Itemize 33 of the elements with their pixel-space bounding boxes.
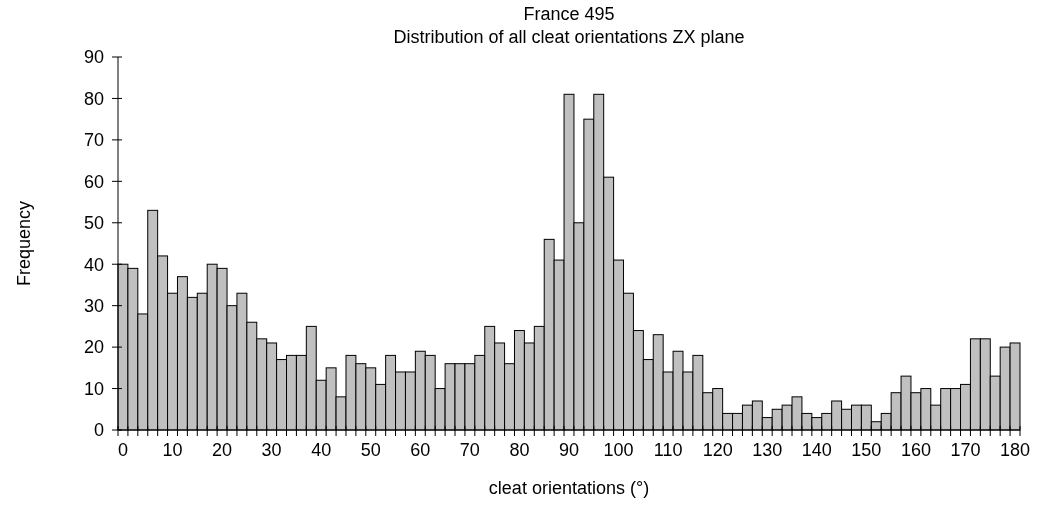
- y-axis-title: Frequency: [14, 200, 34, 287]
- x-tick-label: 130: [752, 440, 783, 460]
- x-tick-label: 140: [801, 440, 832, 460]
- chart-title: France 495: [523, 4, 615, 24]
- x-tick-label: 100: [603, 440, 634, 460]
- y-tick-label: 30: [83, 295, 104, 316]
- x-axis-title: cleat orientations (°): [488, 478, 650, 498]
- x-tick-label: 120: [702, 440, 733, 460]
- chart-subtitle: Distribution of all cleat orientations ZX plane: [393, 27, 745, 47]
- x-tick-label: 110: [653, 440, 683, 460]
- y-tick-label: 20: [83, 337, 104, 358]
- y-tick-label: 80: [83, 88, 104, 109]
- x-tick-label: 160: [900, 440, 931, 460]
- y-tick-label: 50: [83, 213, 104, 234]
- x-tick-label: 40: [311, 440, 332, 460]
- x-tick-label: 180: [1000, 440, 1031, 460]
- x-tick-label: 150: [851, 440, 882, 460]
- x-tick-label: 170: [950, 440, 981, 460]
- y-tick-label: 40: [83, 254, 104, 275]
- y-tick-label: 0: [93, 420, 104, 441]
- x-tick-label: 70: [459, 440, 480, 460]
- x-tick-label: 30: [261, 440, 282, 460]
- y-tick-label: 10: [83, 378, 104, 399]
- x-tick-label: 0: [117, 440, 128, 460]
- x-tick-label: 80: [509, 440, 530, 460]
- y-tick-label: 70: [83, 130, 104, 151]
- x-tick-label: 60: [410, 440, 431, 460]
- y-tick-label: 60: [83, 171, 104, 192]
- x-tick-label: 50: [360, 440, 381, 460]
- x-tick-label: 20: [212, 440, 233, 460]
- y-tick-label: 90: [83, 47, 104, 68]
- x-tick-label: 10: [162, 440, 183, 460]
- x-tick-label: 90: [558, 440, 580, 460]
